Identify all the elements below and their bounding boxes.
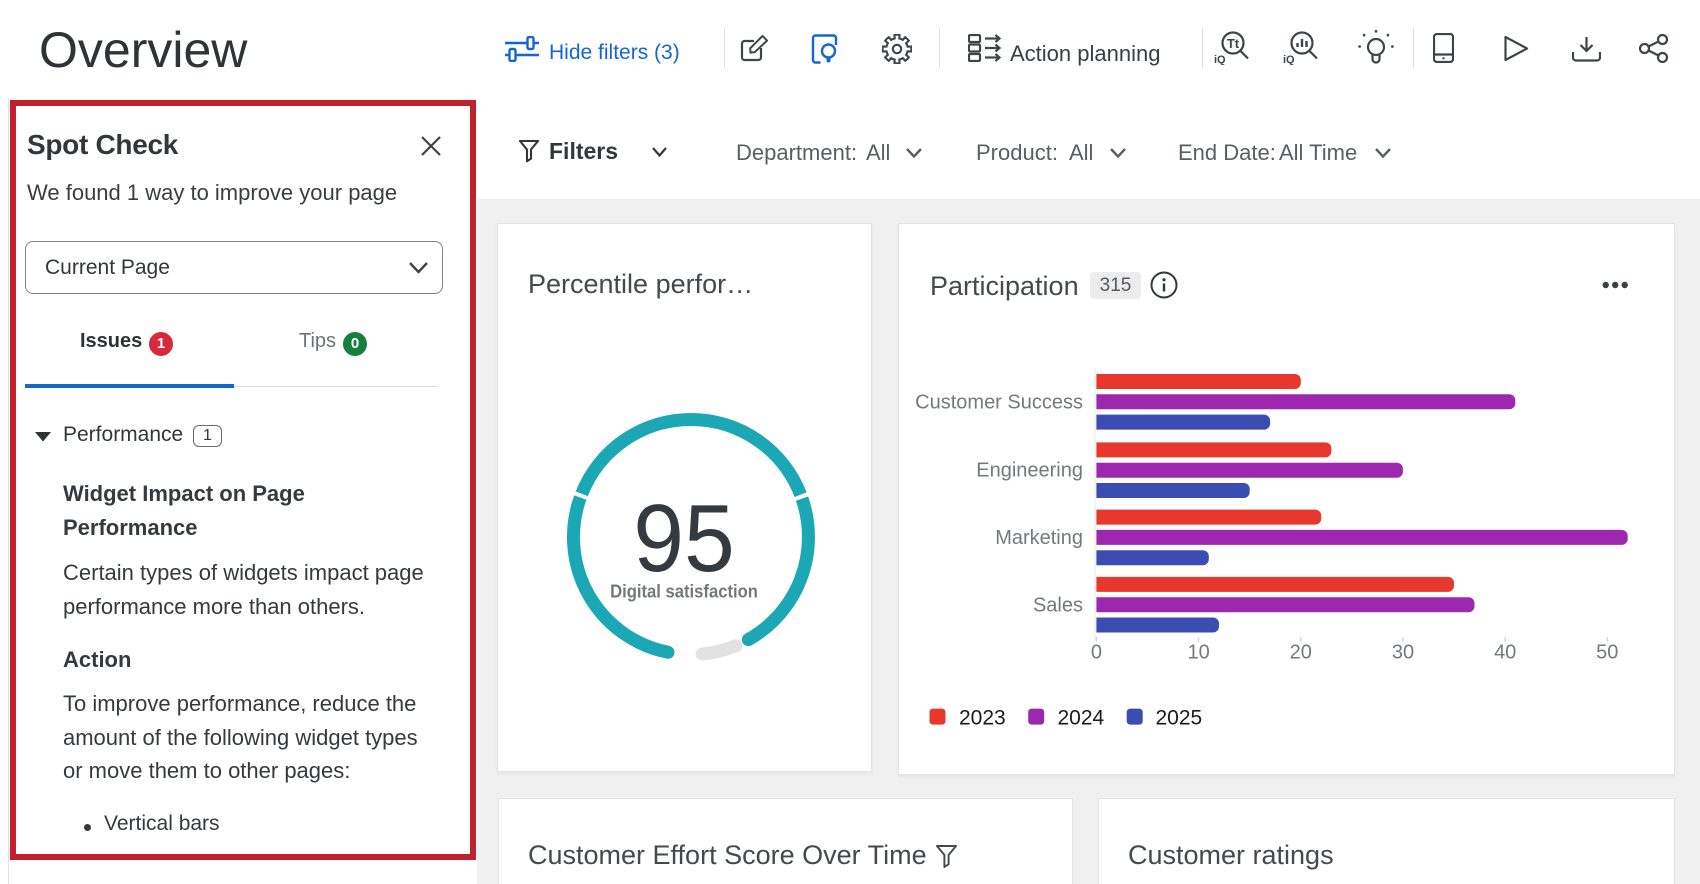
svg-text:iQ: iQ xyxy=(1283,54,1295,65)
svg-text:Digital satisfaction: Digital satisfaction xyxy=(610,581,758,602)
svg-text:iQ: iQ xyxy=(1214,54,1226,65)
svg-text:40: 40 xyxy=(1494,642,1516,664)
svg-text:2025: 2025 xyxy=(1156,707,1203,730)
svg-text:10: 10 xyxy=(1187,642,1209,664)
svg-text:0: 0 xyxy=(1091,642,1102,664)
svg-text:Engineering: Engineering xyxy=(976,459,1083,481)
svg-text:2023: 2023 xyxy=(959,707,1006,730)
svg-text:Tt: Tt xyxy=(1227,36,1240,51)
svg-text:Sales: Sales xyxy=(1033,594,1083,616)
svg-text:Customer Success: Customer Success xyxy=(915,392,1083,414)
svg-text:50: 50 xyxy=(1596,642,1618,664)
svg-text:20: 20 xyxy=(1290,642,1312,664)
svg-text:30: 30 xyxy=(1392,642,1414,664)
svg-text:2024: 2024 xyxy=(1058,707,1105,730)
svg-text:95: 95 xyxy=(633,484,734,592)
svg-text:Marketing: Marketing xyxy=(995,527,1083,549)
